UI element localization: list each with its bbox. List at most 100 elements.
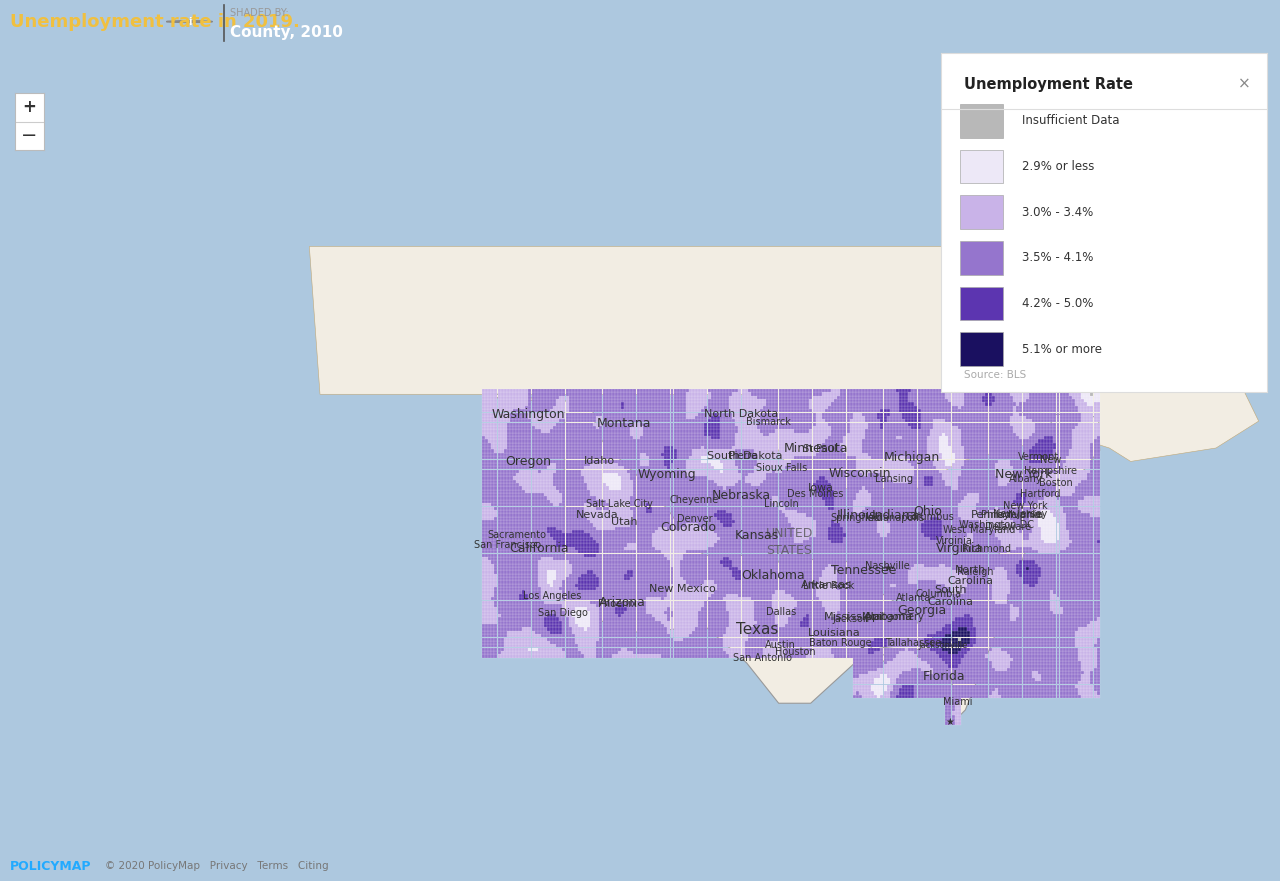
Bar <box>1071 624 1075 627</box>
Bar <box>951 403 955 405</box>
Bar <box>544 655 547 657</box>
Bar <box>902 688 905 691</box>
Bar <box>1060 644 1062 648</box>
Bar <box>719 486 723 490</box>
Bar <box>541 648 544 651</box>
Bar <box>973 406 977 409</box>
Bar <box>652 433 655 436</box>
Bar <box>550 530 553 533</box>
Bar <box>605 490 609 493</box>
Bar <box>1032 510 1034 513</box>
Bar <box>1041 553 1044 557</box>
Bar <box>741 638 745 640</box>
Bar <box>782 473 785 477</box>
Bar <box>837 574 840 577</box>
Bar <box>1060 409 1062 412</box>
Bar <box>828 640 831 644</box>
Bar <box>566 597 568 601</box>
Bar <box>492 389 494 392</box>
Bar <box>883 406 887 409</box>
Bar <box>800 621 803 624</box>
Bar <box>1038 493 1041 496</box>
Bar <box>782 581 785 584</box>
Bar <box>865 456 868 459</box>
Bar <box>1036 655 1038 657</box>
Bar <box>973 423 977 426</box>
Bar <box>498 419 500 423</box>
Bar <box>640 503 643 507</box>
Bar <box>655 540 658 544</box>
Bar <box>1038 530 1041 533</box>
Bar <box>594 456 596 459</box>
Bar <box>671 621 673 624</box>
Bar <box>861 516 865 520</box>
Bar <box>584 426 588 429</box>
Bar <box>1051 392 1053 396</box>
Bar <box>673 470 677 473</box>
Bar <box>964 399 966 403</box>
Bar <box>1093 577 1097 581</box>
Bar <box>946 567 948 570</box>
Bar <box>874 503 877 507</box>
Bar <box>964 429 966 433</box>
Bar <box>735 624 739 627</box>
Bar <box>1097 560 1100 564</box>
Bar <box>778 477 782 479</box>
Bar <box>692 648 695 651</box>
Bar <box>877 570 881 574</box>
Bar <box>692 553 695 557</box>
Bar <box>584 423 588 426</box>
Bar <box>877 477 881 479</box>
Bar <box>710 655 714 657</box>
Bar <box>732 520 735 523</box>
Bar <box>509 412 513 416</box>
Bar <box>643 564 645 566</box>
Bar <box>1023 567 1025 570</box>
Bar <box>948 399 951 403</box>
Bar <box>822 631 824 634</box>
Bar <box>951 429 955 433</box>
Bar <box>961 661 964 664</box>
Bar <box>778 648 782 651</box>
Bar <box>662 570 664 574</box>
Bar <box>643 396 645 399</box>
Bar <box>667 507 671 510</box>
Bar <box>986 419 988 423</box>
Bar <box>673 479 677 483</box>
Bar <box>531 449 535 453</box>
Bar <box>887 537 890 540</box>
Bar <box>584 470 588 473</box>
Bar <box>704 514 708 516</box>
Bar <box>831 587 835 590</box>
Bar <box>776 614 778 618</box>
Bar <box>977 497 979 500</box>
Bar <box>1014 516 1016 520</box>
Bar <box>741 587 745 590</box>
Bar <box>1078 527 1082 530</box>
Bar <box>492 597 494 601</box>
Bar <box>516 631 520 634</box>
Bar <box>594 429 596 433</box>
Bar <box>603 553 605 557</box>
Bar <box>507 631 509 634</box>
Bar <box>701 581 704 584</box>
Bar <box>822 392 824 396</box>
Bar <box>1025 692 1029 694</box>
Bar <box>599 594 603 597</box>
Bar <box>918 443 920 446</box>
Bar <box>1082 523 1084 527</box>
Bar <box>1019 520 1023 523</box>
Bar <box>535 412 538 416</box>
Bar <box>794 644 797 648</box>
Bar <box>955 604 957 607</box>
Bar <box>874 692 877 694</box>
Bar <box>899 648 902 651</box>
Bar <box>924 648 927 651</box>
Bar <box>1010 520 1014 523</box>
Bar <box>942 392 945 396</box>
Bar <box>1082 520 1084 523</box>
Bar <box>760 460 763 463</box>
Bar <box>708 419 710 423</box>
Bar <box>1078 497 1082 500</box>
Bar <box>804 651 806 655</box>
